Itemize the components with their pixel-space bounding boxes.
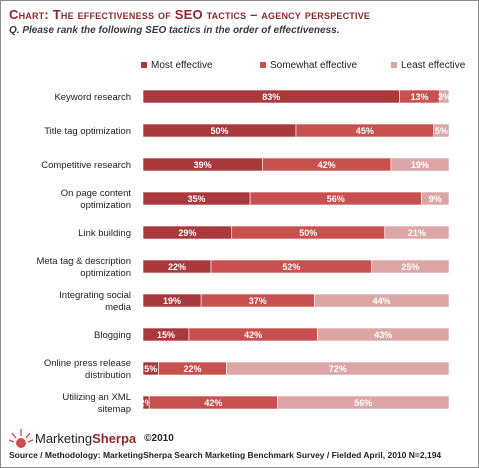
data-label: 42% bbox=[244, 330, 262, 340]
category-label-line: Link building bbox=[78, 228, 131, 239]
category-label-line: sitemap bbox=[98, 404, 131, 415]
bar-segment bbox=[390, 157, 450, 172]
data-label: 50% bbox=[299, 228, 317, 238]
data-label: 22% bbox=[168, 262, 186, 272]
marketingsherpa-logo: MarketingSherpa ©2010 bbox=[9, 427, 174, 449]
bar-segment bbox=[439, 89, 450, 104]
data-label: 2% bbox=[140, 398, 153, 408]
legend-swatch bbox=[391, 62, 397, 68]
bar-segment bbox=[384, 225, 450, 240]
logo-prefix: Marketing bbox=[35, 430, 93, 446]
bar-segment bbox=[314, 293, 450, 308]
logo-suffix: Sherpa bbox=[92, 430, 137, 446]
category-label-line: media bbox=[105, 302, 132, 313]
data-label: 22% bbox=[183, 364, 201, 374]
chart-title: Chart: The effectiveness of SEO tactics … bbox=[9, 7, 371, 22]
category-label-line: Blogging bbox=[94, 330, 131, 341]
source-note: Source / Methodology: MarketingSherpa Se… bbox=[9, 450, 442, 460]
data-label: 56% bbox=[327, 194, 345, 204]
category-label: Meta tag & description optimization bbox=[36, 256, 131, 279]
data-label: 15% bbox=[157, 330, 175, 340]
bar-segment bbox=[226, 361, 450, 376]
legend-swatch bbox=[260, 62, 266, 68]
data-label: 42% bbox=[204, 398, 222, 408]
data-label: 19% bbox=[411, 160, 429, 170]
category-label-line: distribution bbox=[85, 370, 131, 381]
chart-legend: Most effective Somewhat effective Least ef… bbox=[141, 60, 466, 71]
data-label: 5% bbox=[435, 126, 448, 136]
category-label-line: Utilizing an XML bbox=[62, 392, 131, 403]
category-labels: Keyword research Title tag optimization Co… bbox=[36, 92, 131, 415]
category-label: Utilizing an XML sitemap bbox=[62, 392, 131, 415]
bar-segment bbox=[317, 327, 450, 342]
category-label: Keyword research bbox=[54, 92, 131, 103]
data-label: 19% bbox=[163, 296, 181, 306]
category-label: Blogging bbox=[94, 330, 131, 341]
chart-question: Q. Please rank the following SEO tactics… bbox=[9, 25, 340, 36]
legend-swatch bbox=[141, 62, 147, 68]
bar-segment bbox=[371, 259, 450, 274]
category-label-line: Competitive research bbox=[41, 160, 131, 171]
bars: 83% 13% 3% 50% 45% 5% 39% 42% 19% 35% 56% 9% 29% 50% 2… bbox=[140, 89, 451, 410]
category-label-line: Online press release bbox=[44, 358, 131, 369]
category-label: Integrating social media bbox=[59, 290, 132, 313]
data-label: 44% bbox=[373, 296, 391, 306]
category-label-line: On page content bbox=[61, 188, 132, 199]
data-label: 42% bbox=[318, 160, 336, 170]
stacked-bar-chart: Most effective Somewhat effective Least ef… bbox=[36, 60, 466, 415]
data-label: 13% bbox=[411, 92, 429, 102]
category-label-line: Title tag optimization bbox=[44, 126, 131, 137]
category-label-line: optimization bbox=[80, 200, 131, 211]
category-label-line: Keyword research bbox=[54, 92, 131, 103]
bar-segment bbox=[421, 191, 450, 206]
category-label: Competitive research bbox=[41, 160, 131, 171]
copyright: ©2010 bbox=[144, 432, 174, 444]
data-label: 39% bbox=[194, 160, 212, 170]
category-label-line: optimization bbox=[80, 268, 131, 279]
sun-logo-icon bbox=[9, 429, 33, 448]
category-label: Link building bbox=[78, 228, 131, 239]
legend-label: Somewhat effective bbox=[270, 60, 358, 71]
data-label: 83% bbox=[262, 92, 280, 102]
bar-segment bbox=[433, 123, 450, 138]
category-label: On page content optimization bbox=[61, 188, 132, 211]
data-label: 43% bbox=[374, 330, 392, 340]
data-label: 35% bbox=[188, 194, 206, 204]
data-label: 21% bbox=[408, 228, 426, 238]
data-label: 50% bbox=[210, 126, 228, 136]
data-label: 3% bbox=[438, 92, 451, 102]
category-label: Online press release distribution bbox=[44, 358, 131, 381]
data-label: 52% bbox=[282, 262, 300, 272]
data-label: 5% bbox=[144, 364, 157, 374]
data-label: 56% bbox=[354, 398, 372, 408]
category-label-line: Integrating social bbox=[59, 290, 131, 301]
logo-wordmark: MarketingSherpa bbox=[35, 431, 136, 446]
legend-label: Least effective bbox=[401, 60, 466, 71]
data-label: 45% bbox=[356, 126, 374, 136]
bar-segment bbox=[277, 395, 450, 410]
data-label: 9% bbox=[429, 194, 442, 204]
category-label-line: Meta tag & description bbox=[36, 256, 131, 267]
data-label: 72% bbox=[329, 364, 347, 374]
data-label: 25% bbox=[401, 262, 419, 272]
legend-label: Most effective bbox=[151, 60, 213, 71]
data-label: 29% bbox=[178, 228, 196, 238]
category-label: Title tag optimization bbox=[44, 126, 131, 137]
data-label: 37% bbox=[249, 296, 267, 306]
